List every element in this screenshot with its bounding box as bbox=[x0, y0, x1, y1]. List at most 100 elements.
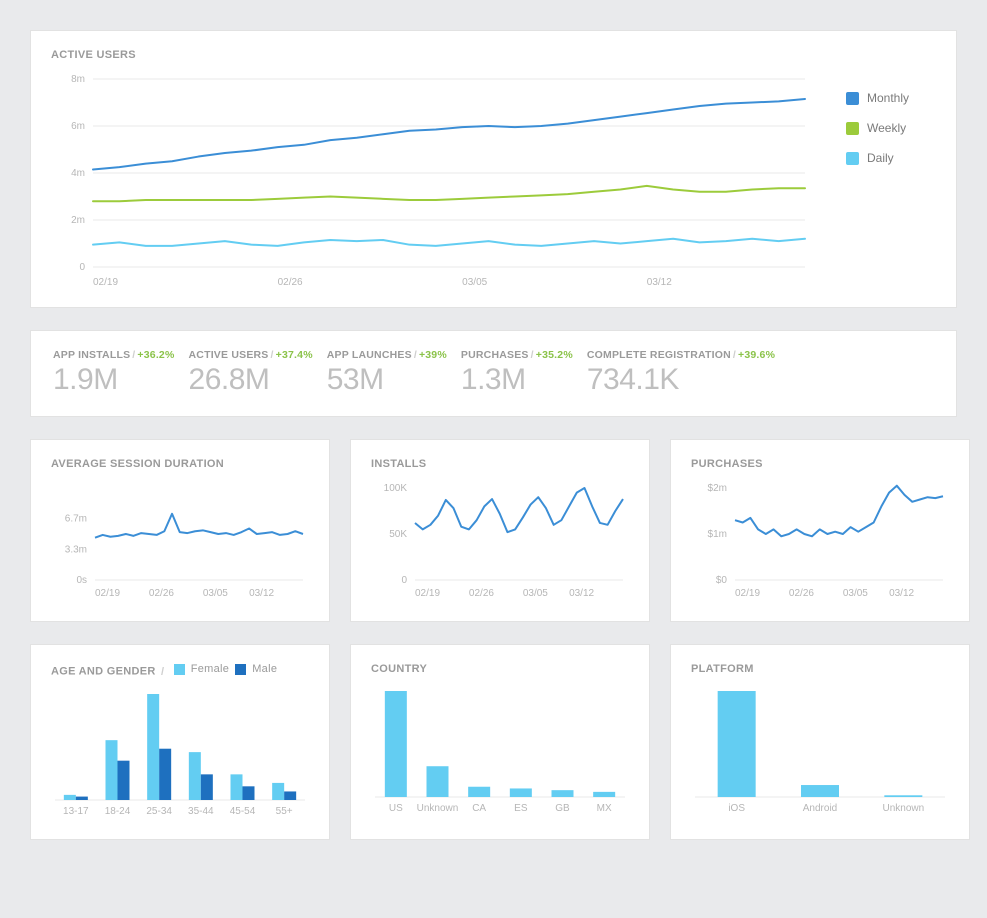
svg-text:55+: 55+ bbox=[276, 806, 293, 817]
platform-card: PLATFORM iOS Android Unknown bbox=[670, 644, 970, 840]
female-label: Female bbox=[191, 663, 229, 675]
svg-text:100K: 100K bbox=[384, 483, 408, 494]
male-label: Male bbox=[252, 663, 277, 675]
active-users-legend: Monthly Weekly Daily bbox=[846, 73, 936, 165]
legend-daily-label: Daily bbox=[867, 151, 894, 165]
svg-text:03/05: 03/05 bbox=[523, 588, 548, 599]
kpi-2[interactable]: APP LAUNCHES/+39%53M bbox=[327, 349, 447, 396]
kpi-delta: +39.6% bbox=[738, 349, 775, 361]
svg-text:02/26: 02/26 bbox=[278, 277, 303, 288]
kpi-delta: +39% bbox=[419, 349, 447, 361]
svg-text:03/12: 03/12 bbox=[569, 588, 594, 599]
svg-text:US: US bbox=[389, 803, 403, 814]
svg-text:03/05: 03/05 bbox=[843, 588, 868, 599]
kpi-label: ACTIVE USERS bbox=[189, 349, 269, 361]
svg-text:3.3m: 3.3m bbox=[65, 545, 87, 556]
age-gender-chart: 13-1718-2425-3435-4445-5455+ bbox=[51, 690, 309, 820]
country-title: COUNTRY bbox=[371, 663, 629, 675]
mini-line-title: AVERAGE SESSION DURATION bbox=[51, 458, 309, 470]
active-users-chart: 0 2m 4m 6m 8m 02/19 02/26 03/05 03/12 bbox=[51, 73, 828, 293]
mini-line-chart: 0s3.3m6.7m02/1902/2603/0503/12 bbox=[51, 482, 309, 602]
svg-text:03/12: 03/12 bbox=[647, 277, 672, 288]
mini-line-title: INSTALLS bbox=[371, 458, 629, 470]
platform-chart: iOS Android Unknown bbox=[691, 687, 949, 817]
svg-text:02/19: 02/19 bbox=[415, 588, 440, 599]
svg-text:03/12: 03/12 bbox=[249, 588, 274, 599]
kpi-1[interactable]: ACTIVE USERS/+37.4%26.8M bbox=[189, 349, 313, 396]
platform-title: PLATFORM bbox=[691, 663, 949, 675]
legend-weekly-label: Weekly bbox=[867, 121, 906, 135]
svg-text:0: 0 bbox=[401, 575, 407, 586]
svg-text:03/12: 03/12 bbox=[889, 588, 914, 599]
svg-text:50K: 50K bbox=[389, 529, 407, 540]
svg-text:45-54: 45-54 bbox=[230, 806, 256, 817]
active-users-title: ACTIVE USERS bbox=[51, 49, 936, 61]
mini-line-chart: 0 50K 100K 02/19 02/26 03/05 03/12 bbox=[371, 482, 629, 602]
kpi-value: 1.9M bbox=[53, 363, 175, 396]
kpi-value: 53M bbox=[327, 363, 447, 396]
svg-text:6m: 6m bbox=[71, 121, 85, 132]
svg-text:8m: 8m bbox=[71, 74, 85, 85]
svg-text:$2m: $2m bbox=[708, 483, 727, 494]
kpi-3[interactable]: PURCHASES/+35.2%1.3M bbox=[461, 349, 573, 396]
svg-text:03/05: 03/05 bbox=[203, 588, 228, 599]
kpi-label: APP LAUNCHES bbox=[327, 349, 412, 361]
svg-text:2m: 2m bbox=[71, 215, 85, 226]
mini-line-card-2: PURCHASES$0$1m$2m02/1902/2603/0503/12 bbox=[670, 439, 970, 622]
svg-text:ES: ES bbox=[514, 803, 528, 814]
age-gender-title: AGE AND GENDER / Female Male bbox=[51, 663, 309, 678]
svg-text:0: 0 bbox=[79, 262, 85, 273]
legend-daily-swatch bbox=[846, 152, 859, 165]
svg-text:18-24: 18-24 bbox=[105, 806, 131, 817]
legend-weekly[interactable]: Weekly bbox=[846, 121, 936, 135]
svg-text:03/05: 03/05 bbox=[462, 277, 487, 288]
svg-text:4m: 4m bbox=[71, 168, 85, 179]
age-gender-card: AGE AND GENDER / Female Male 13-17 18-24 2… bbox=[30, 644, 330, 840]
mini-line-chart: $0$1m$2m02/1902/2603/0503/12 bbox=[691, 482, 949, 602]
svg-text:$0: $0 bbox=[716, 575, 728, 586]
sep: / bbox=[161, 666, 164, 678]
kpi-value: 1.3M bbox=[461, 363, 573, 396]
mini-line-card-1: INSTALLS 0 50K 100K 02/19 02/26 03/05 03/12 bbox=[350, 439, 650, 622]
svg-text:MX: MX bbox=[597, 803, 612, 814]
legend-monthly-label: Monthly bbox=[867, 91, 909, 105]
kpi-label: COMPLETE REGISTRATION bbox=[587, 349, 731, 361]
svg-text:02/19: 02/19 bbox=[93, 277, 118, 288]
svg-text:$1m: $1m bbox=[708, 529, 727, 540]
kpi-label: APP INSTALLS bbox=[53, 349, 130, 361]
svg-text:iOS: iOS bbox=[728, 803, 745, 814]
kpi-delta: +37.4% bbox=[276, 349, 313, 361]
active-users-card: ACTIVE USERS 0 2m 4m 6m 8m 02/19 02/26 03/05 03/… bbox=[30, 30, 957, 308]
country-card: COUNTRY US Unknown CA ES GB MX bbox=[350, 644, 650, 840]
country-chart: US Unknown CA ES GB MX bbox=[371, 687, 629, 817]
svg-text:CA: CA bbox=[472, 803, 486, 814]
female-swatch bbox=[174, 664, 185, 675]
legend-weekly-swatch bbox=[846, 122, 859, 135]
mini-line-card-0: AVERAGE SESSION DURATION0s3.3m6.7m02/190… bbox=[30, 439, 330, 622]
kpi-value: 734.1K bbox=[587, 363, 775, 396]
kpi-4[interactable]: COMPLETE REGISTRATION/+39.6%734.1K bbox=[587, 349, 775, 396]
svg-text:13-17: 13-17 bbox=[63, 806, 89, 817]
legend-monthly[interactable]: Monthly bbox=[846, 91, 936, 105]
legend-daily[interactable]: Daily bbox=[846, 151, 936, 165]
svg-text:GB: GB bbox=[555, 803, 570, 814]
age-gender-legend: Female Male bbox=[174, 663, 278, 675]
svg-text:02/26: 02/26 bbox=[789, 588, 814, 599]
mini-line-row: AVERAGE SESSION DURATION0s3.3m6.7m02/190… bbox=[30, 439, 957, 622]
svg-text:0s: 0s bbox=[76, 575, 87, 586]
svg-text:Unknown: Unknown bbox=[882, 803, 924, 814]
svg-text:Android: Android bbox=[803, 803, 837, 814]
legend-monthly-swatch bbox=[846, 92, 859, 105]
kpi-delta: +36.2% bbox=[137, 349, 174, 361]
kpi-label: PURCHASES bbox=[461, 349, 529, 361]
kpi-0[interactable]: APP INSTALLS/+36.2%1.9M bbox=[53, 349, 175, 396]
svg-text:02/26: 02/26 bbox=[149, 588, 174, 599]
svg-text:02/26: 02/26 bbox=[469, 588, 494, 599]
svg-text:Unknown: Unknown bbox=[417, 803, 459, 814]
male-swatch bbox=[235, 664, 246, 675]
kpi-delta: +35.2% bbox=[536, 349, 573, 361]
svg-text:6.7m: 6.7m bbox=[65, 513, 87, 524]
kpi-value: 26.8M bbox=[189, 363, 313, 396]
svg-text:25-34: 25-34 bbox=[146, 806, 172, 817]
mini-line-title: PURCHASES bbox=[691, 458, 949, 470]
